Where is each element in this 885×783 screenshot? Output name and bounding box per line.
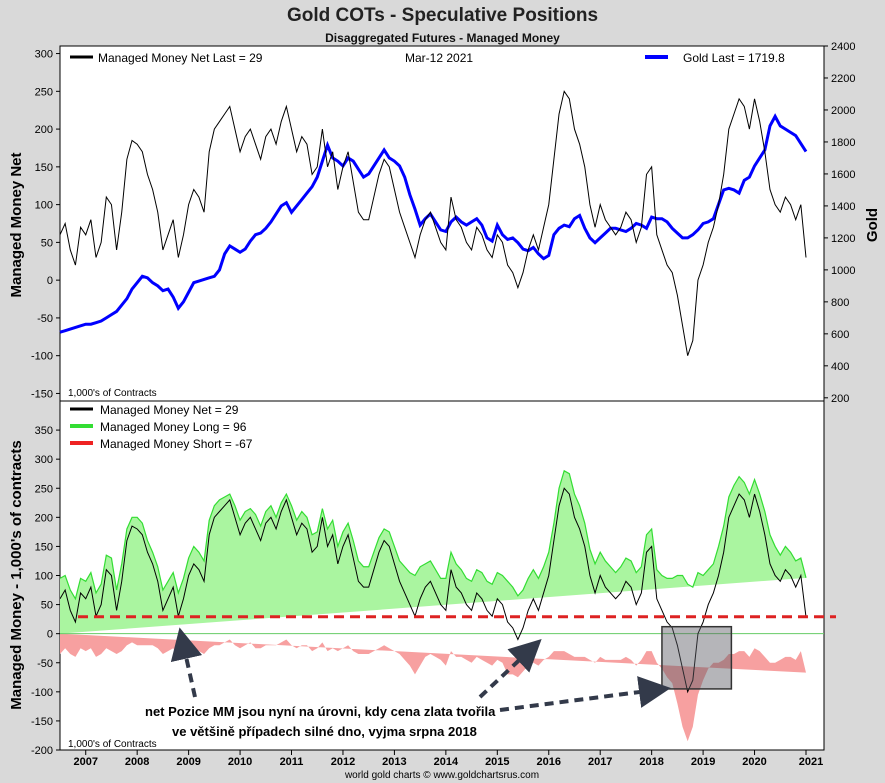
x-tick-label: 2013 bbox=[382, 756, 406, 768]
top-left-tick-label: 150 bbox=[35, 162, 53, 174]
x-tick-label: 2011 bbox=[280, 756, 304, 768]
top-left-tick-label: 50 bbox=[41, 237, 53, 249]
bottom-left-tick-label: 200 bbox=[35, 512, 53, 524]
top-left-tick-label: 100 bbox=[35, 200, 53, 212]
top-left-tick-label: 300 bbox=[35, 49, 53, 61]
top-right-tick-label: 2000 bbox=[831, 105, 855, 117]
top-right-tick-label: 1600 bbox=[831, 169, 855, 181]
x-tick-label: 2015 bbox=[485, 756, 509, 768]
x-tick-label: 2014 bbox=[434, 756, 459, 768]
date-label: Mar-12 2021 bbox=[405, 51, 473, 65]
x-tick-label: 2007 bbox=[73, 756, 97, 768]
bottom-left-tick-label: 0 bbox=[47, 629, 53, 641]
top-right-tick-label: 1000 bbox=[831, 265, 855, 277]
bottom-left-tick-label: 100 bbox=[35, 571, 53, 583]
arrow-2018 bbox=[499, 676, 671, 712]
arrow-2015 bbox=[478, 639, 542, 699]
top-left-tick-label: 0 bbox=[47, 275, 53, 287]
top-right-tick-label: 600 bbox=[831, 329, 849, 341]
x-tick-label: 2020 bbox=[742, 756, 766, 768]
bottom-left-tick-label: -50 bbox=[37, 658, 53, 670]
annotation-text: net Pozice MM jsou nyní na úrovni, kdy c… bbox=[145, 704, 499, 739]
legend-net2-label: Managed Money Net = 29 bbox=[100, 403, 239, 417]
chart-subtitle: Disaggregated Futures - Managed Money bbox=[325, 31, 560, 45]
legend-long-label: Managed Money Long = 96 bbox=[100, 420, 247, 434]
top-left-tick-label: -150 bbox=[31, 388, 53, 400]
bottom-left-tick-label: 300 bbox=[35, 454, 53, 466]
top-right-tick-label: 2200 bbox=[831, 73, 855, 85]
bottom-y-axis-title: Managed Money - 1,000's of contracts bbox=[8, 440, 25, 709]
x-tick-label: 2017 bbox=[588, 756, 612, 768]
top-left-tick-label: -50 bbox=[37, 313, 53, 325]
x-tick-label: 2008 bbox=[125, 756, 149, 768]
top-right-tick-label: 1200 bbox=[831, 233, 855, 245]
arrow-2009 bbox=[170, 627, 203, 698]
short-area bbox=[60, 633, 806, 742]
bottom-left-tick-label: 350 bbox=[35, 425, 53, 437]
legend-gold-label: Gold Last = 1719.8 bbox=[683, 51, 785, 65]
top-right-tick-label: 400 bbox=[831, 361, 849, 373]
bottom-left-tick-label: -150 bbox=[31, 716, 53, 728]
footer-credit: world gold charts © www.goldchartsrus.co… bbox=[344, 770, 539, 781]
x-tick-label: 2012 bbox=[331, 756, 355, 768]
x-tick-label: 2009 bbox=[176, 756, 200, 768]
bottom-units-note: 1,000's of Contracts bbox=[68, 739, 157, 750]
legend-net-label: Managed Money Net Last = 29 bbox=[98, 51, 263, 65]
top-y-axis-title: Managed Money Net bbox=[8, 152, 25, 297]
net-series-line-top bbox=[59, 90, 807, 356]
top-right-tick-label: 200 bbox=[831, 393, 849, 405]
bottom-left-tick-label: -200 bbox=[31, 745, 53, 757]
net-series-line-bottom bbox=[59, 487, 807, 694]
top-plot-area bbox=[59, 45, 825, 402]
long-series-line bbox=[59, 469, 807, 601]
top-right-tick-label: 800 bbox=[831, 297, 849, 309]
highlight-box bbox=[661, 625, 733, 690]
top-units-note: 1,000's of Contracts bbox=[68, 388, 157, 399]
chart-title: Gold COTs - Speculative Positions bbox=[286, 5, 599, 26]
top-left-tick-label: 200 bbox=[35, 124, 53, 136]
bottom-left-tick-label: -100 bbox=[31, 687, 53, 699]
bottom-left-tick-label: 50 bbox=[41, 600, 53, 612]
x-tick-label: 2021 bbox=[799, 756, 823, 768]
top-right-tick-label: 1800 bbox=[831, 137, 855, 149]
legend-short-label: Managed Money Short = -67 bbox=[100, 437, 253, 451]
bottom-left-tick-label: 250 bbox=[35, 483, 53, 495]
x-tick-label: 2010 bbox=[228, 756, 252, 768]
top-right-tick-label: 2400 bbox=[831, 41, 855, 53]
gold-price-line bbox=[59, 113, 808, 334]
right-y-axis-title: Gold bbox=[864, 208, 881, 242]
top-right-tick-label: 1400 bbox=[831, 201, 855, 213]
top-left-tick-label: 250 bbox=[35, 86, 53, 98]
top-left-tick-label: -100 bbox=[31, 351, 53, 363]
x-tick-label: 2016 bbox=[537, 756, 561, 768]
bottom-left-tick-label: 150 bbox=[35, 541, 53, 553]
x-tick-label: 2019 bbox=[691, 756, 715, 768]
x-tick-label: 2018 bbox=[639, 756, 663, 768]
long-area bbox=[60, 470, 806, 634]
